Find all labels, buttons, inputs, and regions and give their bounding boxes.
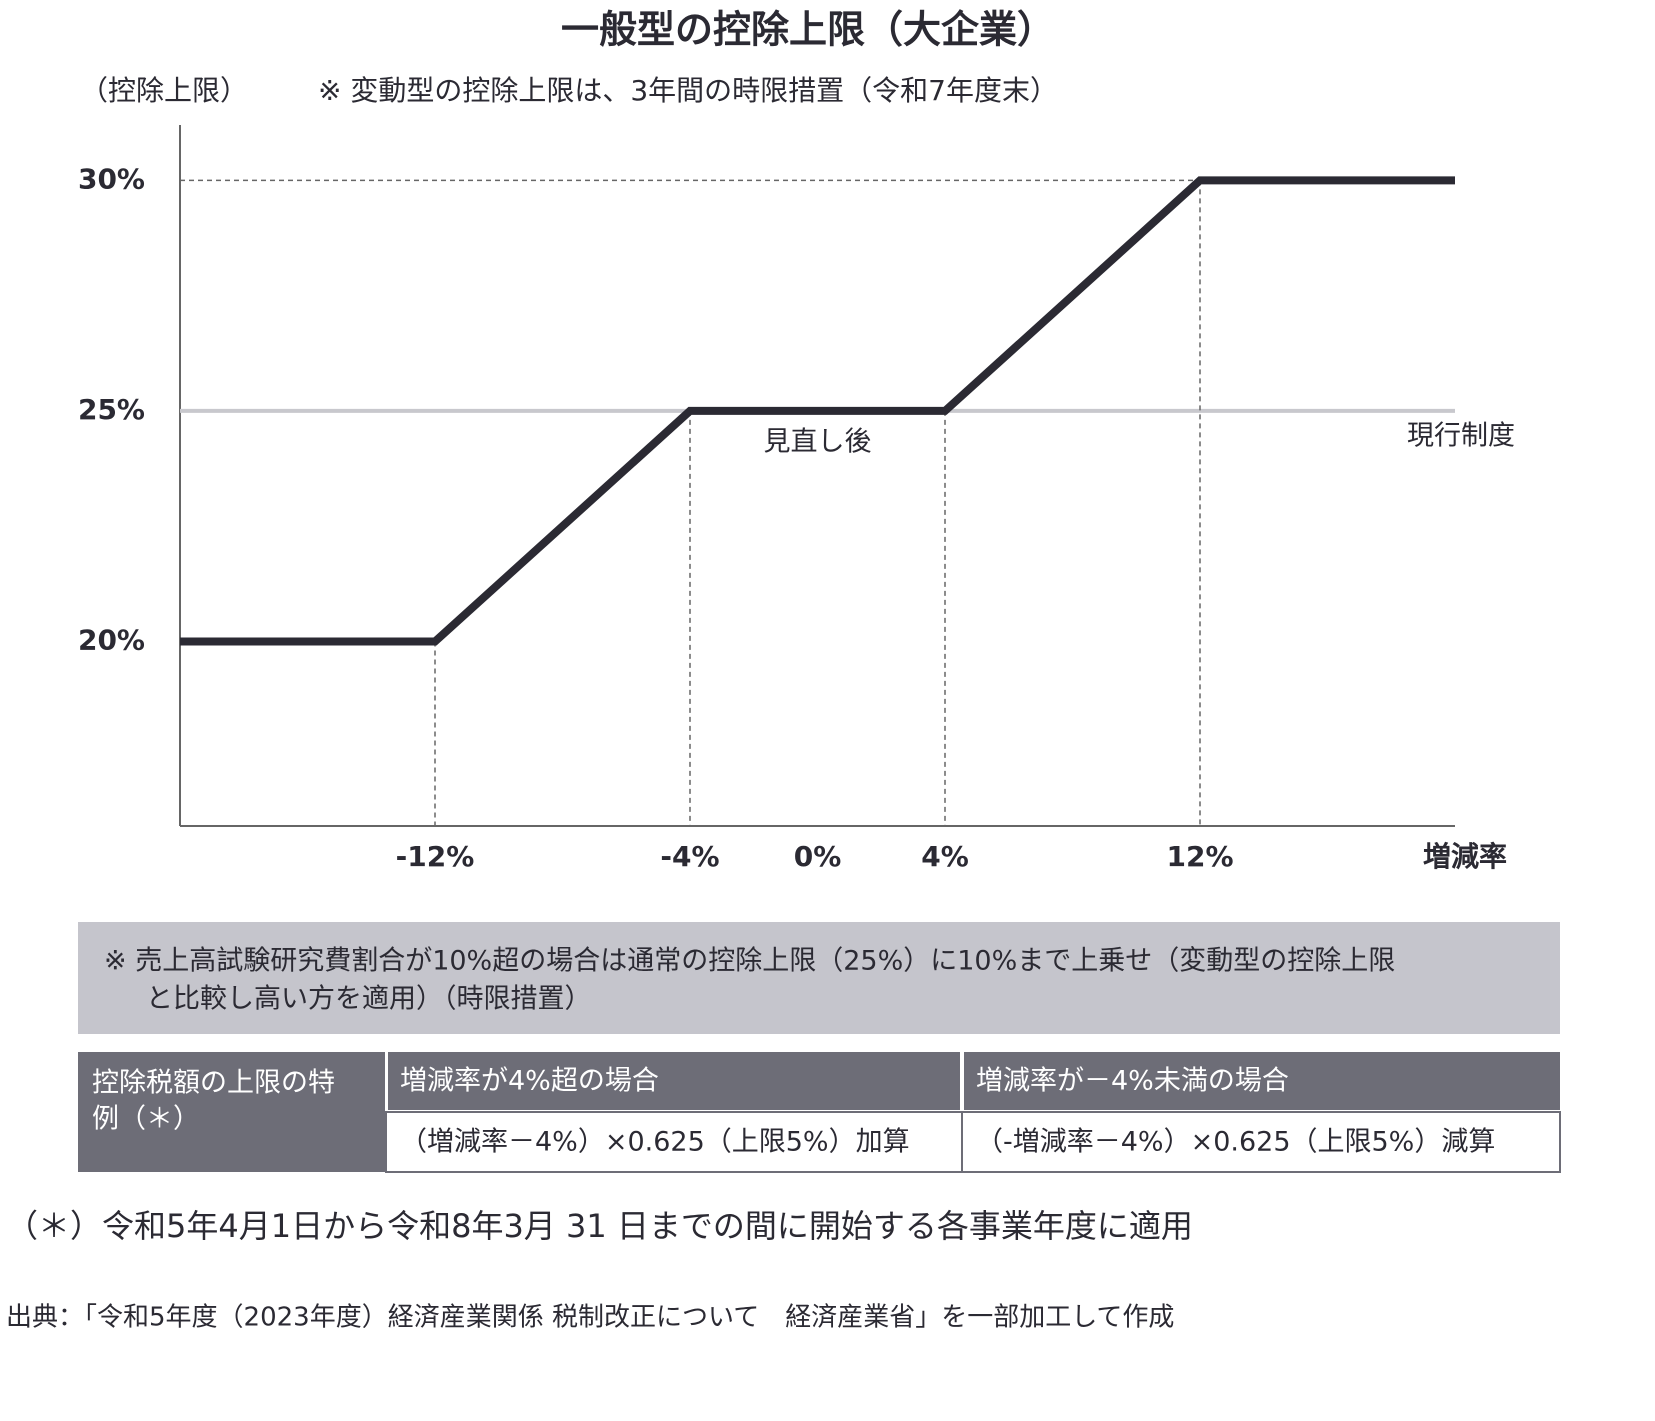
y-tick-label: 30% xyxy=(78,162,145,195)
table-column-header xyxy=(964,1052,1560,1110)
x-axis-label: 増減率 xyxy=(1423,840,1507,873)
table-column-header-text: 増減率が－4%未満の場合 xyxy=(976,1066,1289,1097)
table-cell-text: （-増減率－4%）×0.625（上限5%）減算 xyxy=(976,1127,1495,1158)
note-box xyxy=(78,922,1560,1034)
x-tick-label: -4% xyxy=(660,840,719,873)
table-cell xyxy=(961,1111,1561,1173)
table-row-header-text: 例（＊） xyxy=(92,1104,200,1135)
x-tick-label: 0% xyxy=(794,840,842,873)
series-label: 現行制度 xyxy=(1407,420,1515,451)
chart-title: 一般型の控除上限（大企業） xyxy=(561,8,1055,52)
table-cell-text: （増減率－4%）×0.625（上限5%）加算 xyxy=(400,1127,910,1158)
series-line xyxy=(180,176,1455,646)
x-tick-label: 4% xyxy=(921,840,969,873)
note-line: ※ 売上高試験研究費割合が10%超の場合は通常の控除上限（25%）に10%まで上… xyxy=(104,946,1395,977)
chart-note: ※ 変動型の控除上限は、3年間の時限措置（令和7年度末） xyxy=(318,74,1058,107)
table-column-header xyxy=(388,1052,960,1110)
footnote: （＊）令和5年4月1日から令和8年3月 31 日までの間に開始する各事業年度に適… xyxy=(6,1207,1193,1245)
table-row-header-text: 控除税額の上限の特 xyxy=(92,1068,335,1099)
table-column-header-text: 増減率が4%超の場合 xyxy=(400,1066,659,1097)
y-tick-label: 25% xyxy=(78,393,145,426)
y-tick-label: 20% xyxy=(78,624,145,657)
series-label: 見直し後 xyxy=(764,426,872,457)
x-tick-label: 12% xyxy=(1166,840,1233,873)
source: 出典：「令和5年度（2023年度）経済産業関係 税制改正について 経済産業省」を… xyxy=(6,1303,1174,1333)
note-line: と比較し高い方を適用）（時限措置） xyxy=(146,984,592,1015)
table-row-header xyxy=(78,1052,385,1172)
y-axis-label: （控除上限） xyxy=(80,74,248,107)
table-cell xyxy=(385,1111,963,1173)
x-tick-label: -12% xyxy=(396,840,475,873)
